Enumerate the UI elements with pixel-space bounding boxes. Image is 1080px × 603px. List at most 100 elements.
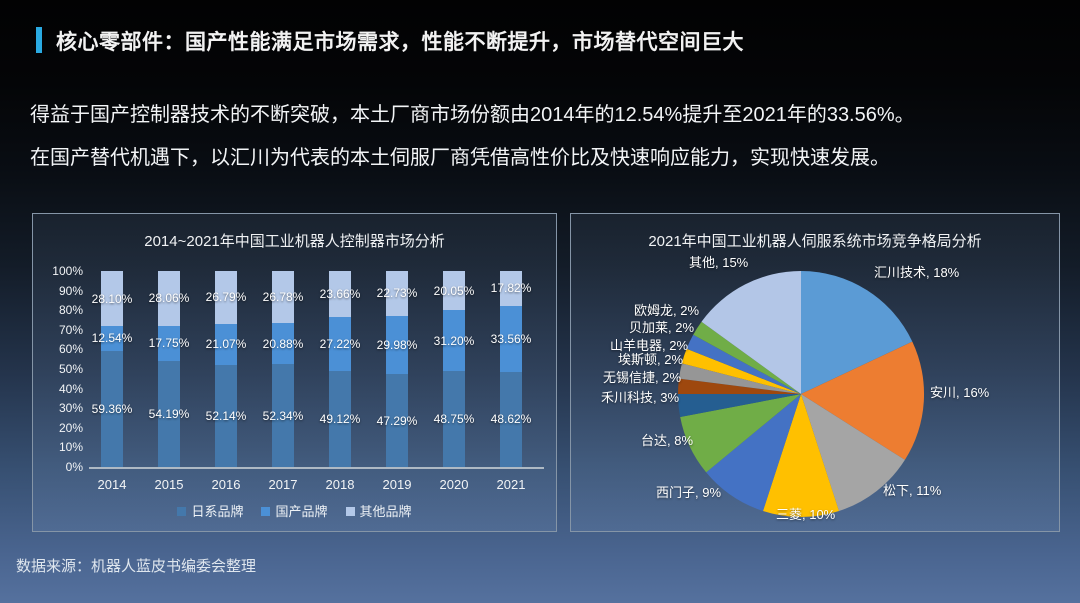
bar-segment-国产品牌 (272, 323, 294, 365)
y-axis-tick-label: 10% (58, 440, 83, 455)
bar-value-label: 17.82% (490, 281, 532, 296)
bar-segment-日系品牌 (329, 370, 351, 467)
bar-chart-plot-area: 0% 10% 20% 30% 40% 50% 60% 70% 80% 90% 100% 59.36% 1… (33, 214, 556, 531)
pie-slice-label: 贝加莱, 2% (628, 320, 694, 335)
bar-segment-其他品牌 (386, 271, 408, 316)
pie-slice-台达 (680, 394, 801, 473)
x-axis-label: 2018 (325, 477, 355, 492)
bar-segment-其他品牌 (158, 271, 180, 326)
y-axis-tick-label: 30% (58, 401, 83, 416)
pie-slice-欧姆龙 (693, 321, 801, 394)
pie-slice-禾川科技 (678, 394, 801, 417)
x-axis-label: 2016 (211, 477, 241, 492)
controller-market-bar-chart-panel: 2014~2021年中国工业机器人控制器市场分析 0% 10% 20% 30% 40% 5… (32, 213, 557, 532)
pie-slice-埃斯顿 (679, 363, 801, 394)
pie-slice-label: 安川, 16% (930, 385, 990, 400)
bar-value-label: 54.19% (148, 406, 190, 421)
pie-slice-汇川技术 (801, 271, 913, 394)
x-axis-label: 2021 (496, 477, 526, 492)
x-axis-label: 2019 (382, 477, 412, 492)
bar-value-label: 22.73% (376, 286, 418, 301)
body-line-1: 得益于国产控制器技术的不断突破，本土厂商市场份额由2014年的12.54%提升至… (30, 104, 915, 126)
x-axis-line (89, 467, 544, 469)
bar-segment-日系品牌 (272, 364, 294, 467)
pie-slice-label: 西门子, 9% (656, 485, 722, 500)
source-note: 数据来源：机器人蓝皮书编委会整理 (16, 558, 257, 575)
bar-value-label: 23.66% (319, 287, 361, 302)
bar-value-label: 29.98% (376, 337, 418, 352)
pie-slice-label: 无锡信捷, 2% (602, 370, 681, 385)
title-accent-bar (36, 27, 42, 53)
x-axis-label: 2017 (268, 477, 298, 492)
bar-value-label: 20.88% (262, 336, 304, 351)
legend-swatch (177, 507, 187, 516)
bar-segment-其他品牌 (500, 271, 522, 306)
bar-segment-国产品牌 (500, 305, 522, 372)
bar-chart-legend: 日系品牌 国产品牌 其他品牌 (33, 505, 556, 518)
bar-value-label: 52.14% (205, 408, 247, 423)
bar-chart-title: 2014~2021年中国工业机器人控制器市场分析 (144, 233, 445, 250)
legend-swatch (345, 507, 355, 516)
bar-value-label: 59.36% (91, 401, 133, 416)
pie-slice-安川 (801, 341, 925, 460)
bar-segment-国产品牌 (386, 315, 408, 375)
pie-slice-label: 松下, 11% (883, 483, 942, 498)
y-axis-tick-label: 50% (58, 362, 83, 376)
bar-segment-国产品牌 (329, 317, 351, 371)
y-axis-tick-label: 20% (58, 420, 83, 435)
pie-slice-西门子 (706, 394, 801, 511)
x-axis-label: 2015 (154, 477, 184, 492)
servo-market-pie-chart-panel: 2021年中国工业机器人伺服系统市场竞争格局分析 汇川技术, 18% 安川, 16… (570, 213, 1060, 532)
pie-slice-label: 禾川科技, 3% (600, 390, 679, 405)
bar-value-label: 21.07% (205, 337, 247, 352)
bar-segment-其他品牌 (443, 271, 465, 311)
pie-slice-山羊电器 (681, 348, 801, 394)
bar-value-label: 26.79% (205, 290, 247, 305)
body-line-2: 在国产替代机遇下，以汇川为代表的本土伺服厂商凭借高性价比及快速响应能力，实现快速… (30, 147, 890, 169)
pie-slice-label: 山羊电器, 2% (609, 338, 688, 353)
bar-segment-日系品牌 (443, 371, 465, 467)
y-axis-tick-label: 60% (58, 342, 83, 357)
pie-slice-label: 其他, 15% (689, 255, 749, 270)
bar-value-label: 52.34% (262, 408, 304, 423)
bar-segment-日系品牌 (101, 350, 123, 467)
y-axis-tick-label: 100% (52, 264, 83, 278)
pie-slice-label: 欧姆龙, 2% (633, 303, 699, 318)
body-text: 得益于国产控制器技术的不断突破，本土厂商市场份额由2014年的12.54%提升至… (30, 94, 1060, 180)
pie-slice-label: 台达, 8% (640, 433, 693, 448)
pie-slice-label: 汇川技术, 18% (874, 265, 960, 280)
pie-label-layer: 汇川技术, 18% 安川, 16% 松下, 11% 三菱, 10% 西门子, 9% 台达,… (571, 214, 1059, 531)
bar-segment-日系品牌 (386, 374, 408, 467)
bar-value-label: 48.75% (433, 412, 475, 427)
legend-item: 日系品牌 (177, 505, 243, 518)
bar-segment-国产品牌 (101, 326, 123, 351)
bar-segment-其他品牌 (272, 271, 294, 324)
bar-value-label: 31.20% (433, 333, 475, 348)
bar-segment-日系品牌 (158, 360, 180, 467)
bar-value-label: 28.10% (91, 291, 133, 306)
y-axis-tick-label: 90% (58, 283, 83, 298)
pie-slice-其他 (701, 271, 801, 394)
y-axis-tick-label: 40% (58, 381, 83, 396)
y-axis-tick-label: 0% (65, 460, 83, 474)
pie-chart (678, 271, 925, 518)
bar-value-label: 20.05% (433, 283, 475, 298)
bar-segment-国产品牌 (215, 323, 237, 365)
legend-label: 其他品牌 (359, 504, 412, 519)
bar-segment-日系品牌 (500, 371, 522, 467)
x-axis-label: 2014 (97, 477, 127, 492)
bar-segment-国产品牌 (443, 310, 465, 372)
pie-slice-label: 埃斯顿, 2% (617, 352, 683, 367)
bar-value-label: 48.62% (490, 412, 532, 427)
bar-value-label: 28.06% (148, 291, 190, 306)
bar-value-label: 26.78% (262, 290, 304, 305)
bar-value-label: 27.22% (319, 337, 361, 352)
page-title: 核心零部件：国产性能满足市场需求，性能不断提升，市场替代空间巨大 (56, 31, 744, 54)
bar-value-label: 33.56% (490, 331, 532, 346)
pie-slice-贝加莱 (686, 334, 801, 394)
legend-item: 其他品牌 (345, 504, 412, 519)
legend-label: 国产品牌 (275, 504, 328, 519)
pie-slice-松下 (801, 394, 905, 511)
legend-swatch (261, 507, 271, 516)
bar-value-label: 47.29% (376, 413, 418, 428)
